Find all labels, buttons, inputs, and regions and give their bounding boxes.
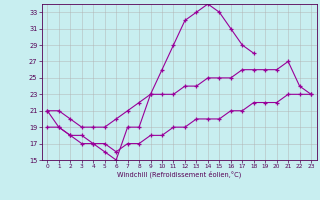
X-axis label: Windchill (Refroidissement éolien,°C): Windchill (Refroidissement éolien,°C) (117, 171, 241, 178)
